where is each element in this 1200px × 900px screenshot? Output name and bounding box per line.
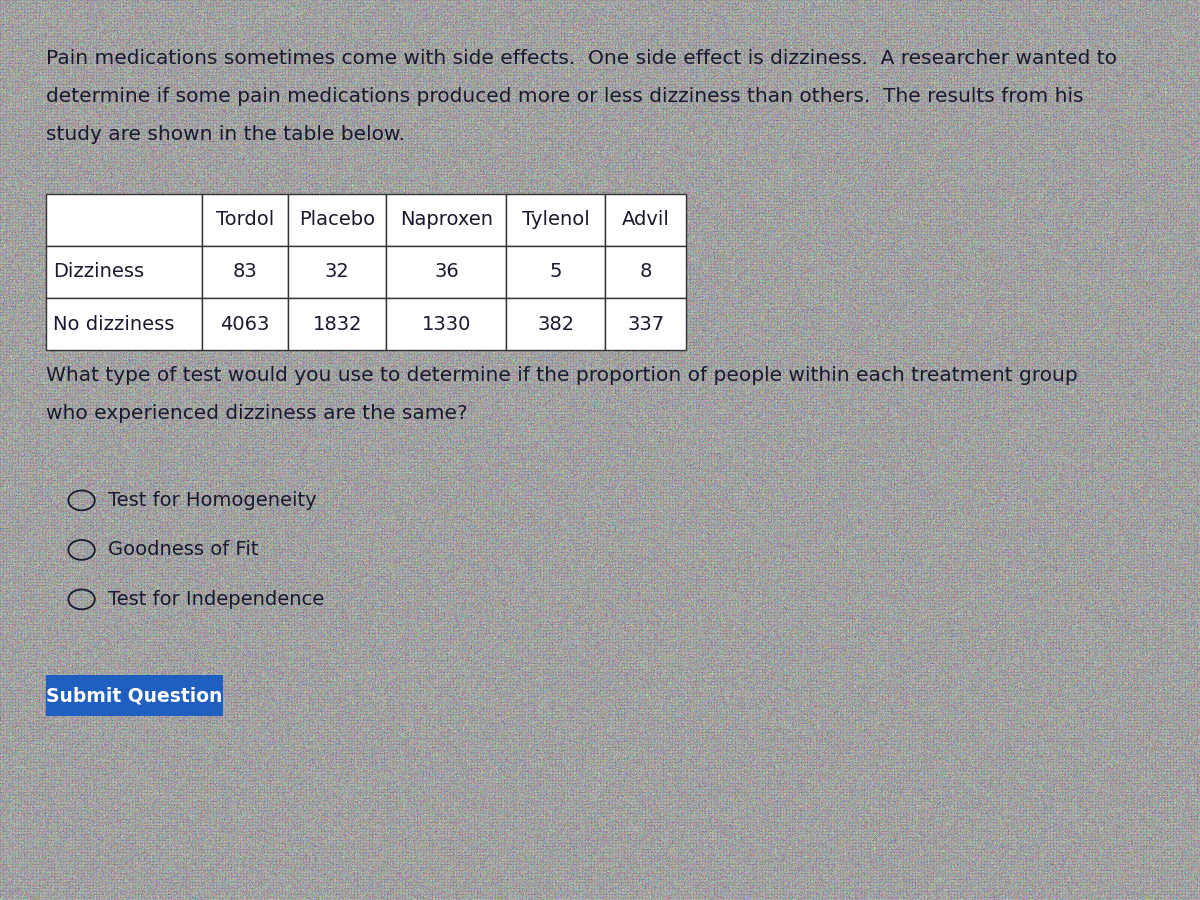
- Bar: [288, 298, 386, 350]
- Text: 36: 36: [434, 262, 458, 282]
- Bar: [202, 298, 288, 350]
- Bar: [46, 246, 202, 298]
- Text: Test for Independence: Test for Independence: [108, 590, 324, 609]
- Text: Dizziness: Dizziness: [53, 262, 144, 282]
- Bar: [506, 246, 605, 298]
- Text: 5: 5: [550, 262, 562, 282]
- Text: 32: 32: [325, 262, 349, 282]
- Bar: [46, 675, 223, 716]
- Text: 1832: 1832: [312, 314, 362, 334]
- Bar: [605, 246, 686, 298]
- Text: Naproxen: Naproxen: [400, 210, 493, 230]
- Bar: [288, 246, 386, 298]
- Text: Test for Homogeneity: Test for Homogeneity: [108, 491, 317, 510]
- Text: 83: 83: [233, 262, 257, 282]
- Bar: [46, 298, 202, 350]
- Bar: [288, 194, 386, 246]
- Text: Goodness of Fit: Goodness of Fit: [108, 540, 258, 560]
- Bar: [202, 246, 288, 298]
- Text: Submit Question: Submit Question: [47, 686, 222, 706]
- Bar: [202, 194, 288, 246]
- Text: 1330: 1330: [421, 314, 472, 334]
- Text: 382: 382: [538, 314, 574, 334]
- Text: What type of test would you use to determine if the proportion of people within : What type of test would you use to deter…: [46, 366, 1078, 385]
- Bar: [386, 246, 506, 298]
- Bar: [506, 194, 605, 246]
- Text: 4063: 4063: [220, 314, 270, 334]
- Bar: [46, 194, 202, 246]
- Bar: [386, 194, 506, 246]
- Text: 8: 8: [640, 262, 652, 282]
- Text: Placebo: Placebo: [299, 210, 376, 230]
- Bar: [506, 298, 605, 350]
- Text: study are shown in the table below.: study are shown in the table below.: [46, 125, 404, 144]
- Text: Tylenol: Tylenol: [522, 210, 589, 230]
- Text: Pain medications sometimes come with side effects.  One side effect is dizziness: Pain medications sometimes come with sid…: [46, 50, 1116, 68]
- Bar: [386, 298, 506, 350]
- Text: Advil: Advil: [622, 210, 670, 230]
- Text: Tordol: Tordol: [216, 210, 274, 230]
- Text: who experienced dizziness are the same?: who experienced dizziness are the same?: [46, 404, 467, 423]
- Bar: [605, 298, 686, 350]
- Bar: [605, 194, 686, 246]
- Text: 337: 337: [628, 314, 664, 334]
- Text: determine if some pain medications produced more or less dizziness than others. : determine if some pain medications produ…: [46, 87, 1084, 106]
- Text: No dizziness: No dizziness: [53, 314, 174, 334]
